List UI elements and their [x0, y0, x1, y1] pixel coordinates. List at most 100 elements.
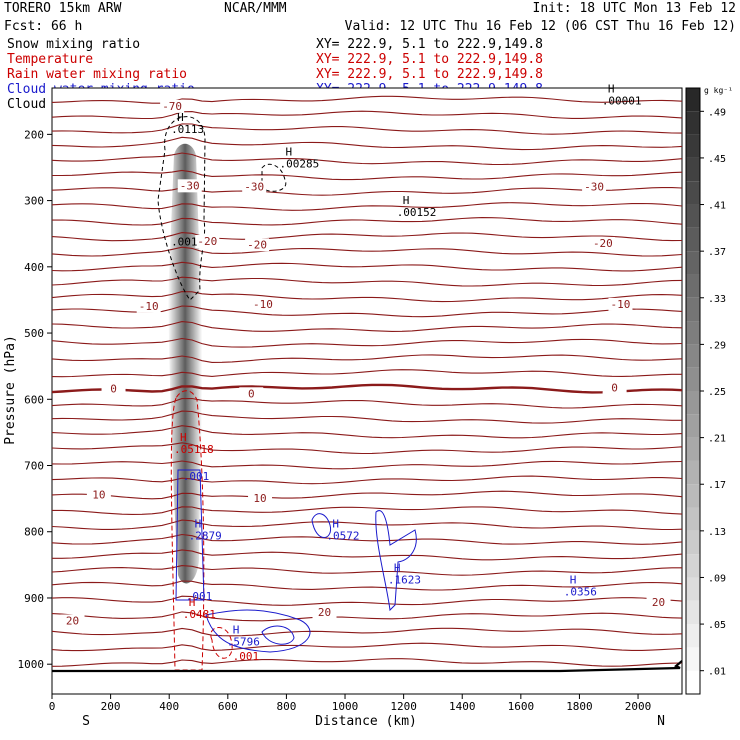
temperature-label: -10	[611, 298, 631, 311]
colorbar-label: .17	[708, 480, 726, 491]
colorbar-label: .49	[708, 107, 726, 118]
model-title: TORERO 15km ARW	[4, 1, 122, 16]
isotherm	[51, 475, 683, 485]
extremum-value: .5796	[227, 636, 260, 649]
colorbar-label: .05	[708, 620, 726, 631]
isotherm	[51, 519, 683, 531]
x-tick-label: 400	[159, 700, 179, 713]
legend-xy: XY= 222.9, 5.1 to 222.9,149.8	[316, 67, 543, 82]
temperature-label-bg	[245, 238, 270, 252]
temperature-label-bg	[160, 99, 185, 113]
colorbar-swatch	[686, 437, 700, 461]
y-axis-label: Pressure (hPa)	[3, 335, 18, 445]
isotherm	[51, 354, 683, 363]
temperature-label: 0	[611, 381, 618, 394]
extremum-value: .001	[186, 590, 213, 603]
isotherm	[51, 321, 683, 332]
cloud-water-contour	[175, 469, 205, 601]
y-tick-label: 700	[24, 460, 44, 473]
colorbar-label: .45	[708, 154, 726, 165]
temperature-label-bg	[86, 488, 111, 502]
extremum-value: .0113	[171, 123, 204, 136]
extremum-mark: H	[195, 518, 202, 531]
isotherm	[51, 217, 683, 226]
temperature-label: 20	[318, 606, 331, 619]
temperature-label: 20	[66, 614, 79, 627]
extremum-value: .001	[183, 470, 210, 483]
temperature-label: 10	[253, 492, 266, 505]
extremum-mark: H	[285, 145, 292, 158]
x-axis-label: Distance (km)	[315, 714, 417, 729]
legend-label: Rain water mixing ratio	[7, 67, 187, 82]
extremum-value: .00285	[279, 157, 319, 170]
temperature-label: -20	[593, 237, 613, 250]
extremum-value: .2879	[189, 530, 222, 543]
extremum-value: .0356	[564, 585, 597, 598]
temperature-label: -10	[253, 298, 273, 311]
extremum-mark: H	[608, 83, 615, 96]
isotherm	[52, 549, 683, 561]
colorbar-swatch	[686, 111, 700, 135]
isotherm	[51, 291, 683, 303]
colorbar-label: .21	[708, 434, 726, 445]
temperature-label-bg	[590, 236, 615, 250]
colorbar-swatch	[686, 181, 700, 205]
y-tick-label: 900	[24, 592, 44, 605]
extremum-mark: H	[177, 111, 184, 124]
isotherm	[51, 611, 683, 622]
isotherm	[52, 506, 683, 515]
y-tick-label: 600	[24, 393, 44, 406]
extremum-value: .001	[233, 650, 260, 663]
colorbar-swatch	[686, 647, 700, 671]
temperature-label: 20	[652, 596, 665, 609]
colorbar-swatch	[686, 134, 700, 158]
colorbar-label: .37	[708, 247, 726, 258]
extremum-value: .00152	[397, 206, 437, 219]
temperature-contours	[51, 95, 683, 667]
temperature-label: 0	[248, 387, 255, 400]
colorbar-swatch	[686, 507, 700, 531]
temperature-label: -30	[584, 181, 604, 194]
snow-contour	[157, 116, 206, 301]
legend-xy: XY= 222.9, 5.1 to 222.9,149.8	[316, 37, 543, 52]
temperature-label-bg	[248, 491, 273, 505]
colorbar-swatch	[686, 530, 700, 555]
temperature-label: 0	[110, 383, 117, 396]
y-tick-label: 300	[24, 195, 44, 208]
temperature-label-bg	[608, 297, 633, 311]
extremum-value: .1623	[388, 573, 421, 586]
colorbar-units: g kg⁻¹	[704, 86, 733, 95]
isotherm	[51, 580, 683, 591]
isotherm	[51, 136, 683, 151]
isotherm	[51, 410, 682, 424]
north-end-label: N	[657, 714, 665, 729]
isotherm	[51, 460, 683, 470]
isotherm	[51, 246, 683, 257]
init-time: Init: 18 UTC Mon 13 Feb 12	[533, 1, 737, 16]
x-tick-label: 200	[101, 700, 121, 713]
colorbar-swatch	[686, 251, 700, 275]
rain-contour	[170, 390, 205, 671]
colorbar-swatch	[686, 670, 700, 694]
isotherm	[51, 595, 683, 606]
temperature-label: -20	[197, 235, 217, 248]
colorbar-label: .25	[708, 387, 726, 398]
extremum-value: .05118	[174, 443, 214, 456]
isotherm	[51, 110, 683, 120]
colorbar-swatch	[686, 600, 700, 625]
extremum-mark: H	[332, 518, 339, 531]
colorbar-swatch	[686, 391, 700, 415]
colorbar-swatch	[686, 204, 700, 228]
isotherm	[51, 627, 683, 637]
isotherm	[51, 442, 683, 455]
isotherm	[51, 276, 683, 287]
extremum-value: .00001	[602, 95, 642, 108]
x-tick-label: 2000	[625, 700, 652, 713]
extremum-mark: H	[189, 596, 196, 609]
legend-xy: XY= 222.9, 5.1 to 222.9,149.8	[316, 52, 543, 67]
colorbar-label: .09	[708, 573, 726, 584]
cloud-water-contour	[261, 625, 295, 645]
colorbar-label: .29	[708, 340, 726, 351]
colorbar-label: .41	[708, 201, 726, 212]
valid-time: Valid: 12 UTC Thu 16 Feb 12 (06 CST Thu …	[345, 19, 736, 34]
